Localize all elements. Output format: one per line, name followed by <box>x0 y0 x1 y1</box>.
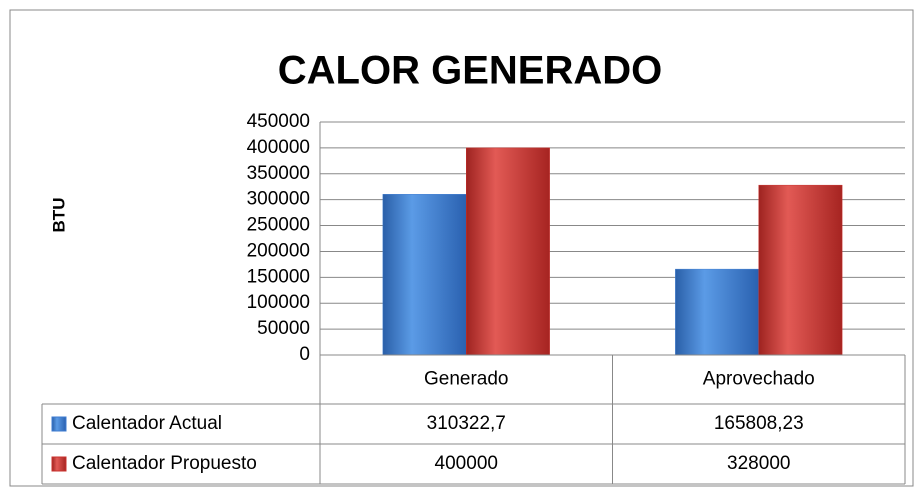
legend-label: Calentador Actual <box>72 413 222 434</box>
x-tick-label: Aprovechado <box>703 369 815 390</box>
table-value: 310322,7 <box>427 413 506 434</box>
bar <box>382 194 467 356</box>
y-tick-label: 350000 <box>247 163 310 184</box>
legend-key <box>51 416 67 432</box>
y-tick-label: 200000 <box>247 240 310 261</box>
y-tick-label: 50000 <box>257 318 310 339</box>
bar <box>675 268 760 356</box>
y-tick-label: 300000 <box>247 189 310 210</box>
y-tick-label: 400000 <box>247 137 310 158</box>
y-tick-label: 250000 <box>247 215 310 236</box>
legend-label: Calentador Propuesto <box>72 453 257 474</box>
table-value: 400000 <box>435 453 498 474</box>
table-value: 165808,23 <box>714 413 804 434</box>
legend-key <box>51 456 67 472</box>
x-tick-label: Generado <box>424 369 509 390</box>
y-tick-label: 150000 <box>247 266 310 287</box>
y-tick-label: 450000 <box>247 111 310 132</box>
y-tick-label: 100000 <box>247 292 310 313</box>
y-tick-label: 0 <box>299 344 310 365</box>
chart-title: CALOR GENERADO <box>278 49 662 93</box>
y-axis-label: BTU <box>49 198 68 233</box>
bar <box>758 184 843 356</box>
table-value: 328000 <box>727 453 790 474</box>
bar <box>466 147 550 356</box>
